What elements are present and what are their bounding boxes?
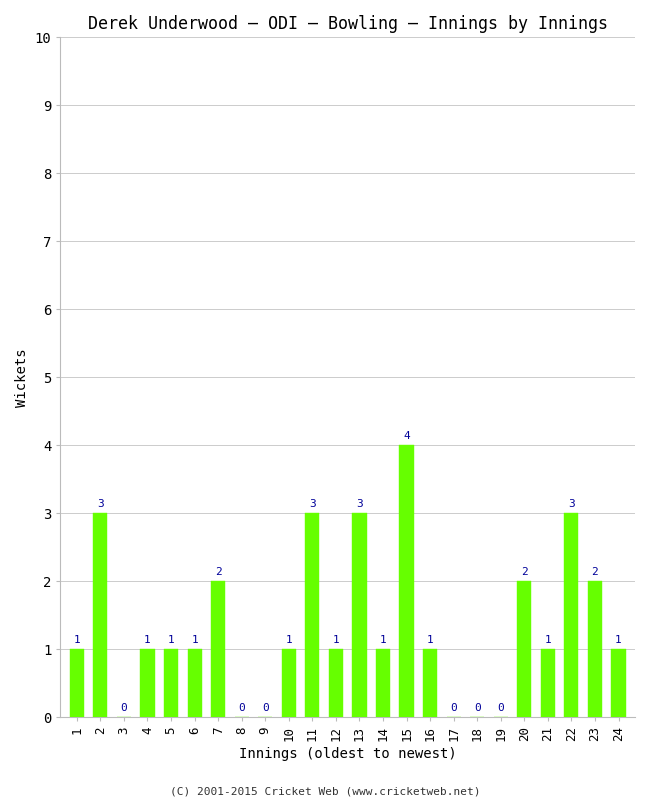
Bar — [281, 650, 296, 718]
Text: 1: 1 — [545, 635, 551, 646]
Bar — [70, 650, 84, 718]
Text: 4: 4 — [403, 431, 410, 442]
Bar — [400, 446, 413, 718]
Text: 3: 3 — [309, 499, 316, 510]
Bar — [376, 650, 390, 718]
Y-axis label: Wickets: Wickets — [15, 348, 29, 406]
Text: 2: 2 — [521, 567, 528, 578]
Bar — [140, 650, 155, 718]
Text: 1: 1 — [380, 635, 386, 646]
Text: 2: 2 — [214, 567, 222, 578]
Text: 1: 1 — [144, 635, 151, 646]
Text: 0: 0 — [262, 703, 268, 714]
Title: Derek Underwood – ODI – Bowling – Innings by Innings: Derek Underwood – ODI – Bowling – Inning… — [88, 15, 608, 33]
Text: 0: 0 — [497, 703, 504, 714]
Bar — [306, 514, 319, 718]
Bar — [517, 582, 531, 718]
Text: 3: 3 — [568, 499, 575, 510]
Text: 1: 1 — [168, 635, 174, 646]
Text: 1: 1 — [426, 635, 434, 646]
Bar — [352, 514, 367, 718]
Text: 3: 3 — [356, 499, 363, 510]
Bar — [564, 514, 579, 718]
X-axis label: Innings (oldest to newest): Innings (oldest to newest) — [239, 747, 456, 761]
Text: 0: 0 — [239, 703, 245, 714]
Bar — [211, 582, 225, 718]
Bar — [612, 650, 625, 718]
Text: 1: 1 — [191, 635, 198, 646]
Text: 0: 0 — [450, 703, 457, 714]
Text: (C) 2001-2015 Cricket Web (www.cricketweb.net): (C) 2001-2015 Cricket Web (www.cricketwe… — [170, 786, 480, 796]
Text: 0: 0 — [474, 703, 480, 714]
Bar — [588, 582, 602, 718]
Bar — [329, 650, 343, 718]
Text: 3: 3 — [97, 499, 104, 510]
Text: 1: 1 — [615, 635, 622, 646]
Bar — [164, 650, 178, 718]
Text: 1: 1 — [73, 635, 80, 646]
Text: 2: 2 — [592, 567, 599, 578]
Bar — [541, 650, 555, 718]
Text: 0: 0 — [120, 703, 127, 714]
Bar — [187, 650, 202, 718]
Text: 1: 1 — [285, 635, 292, 646]
Text: 1: 1 — [333, 635, 339, 646]
Bar — [423, 650, 437, 718]
Bar — [94, 514, 107, 718]
